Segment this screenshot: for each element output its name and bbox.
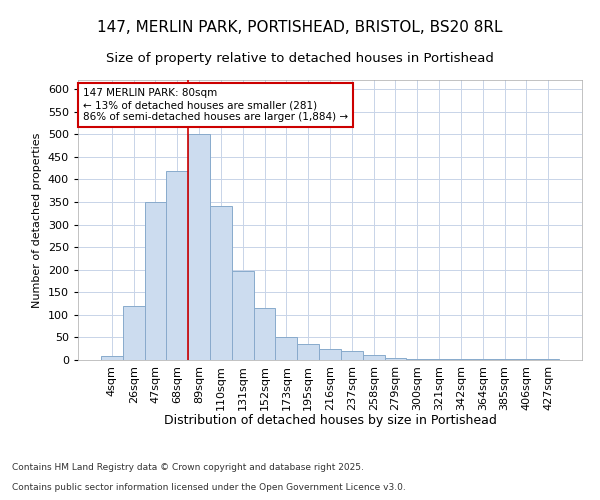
Bar [210,206,232,360]
Bar [428,359,450,360]
Bar [363,356,385,360]
Bar [472,359,494,360]
Bar [494,359,515,360]
X-axis label: Distribution of detached houses by size in Portishead: Distribution of detached houses by size … [164,414,496,427]
Bar [188,134,210,360]
Bar [515,359,537,360]
Text: Contains public sector information licensed under the Open Government Licence v3: Contains public sector information licen… [12,484,406,492]
Bar [297,344,319,360]
Bar [341,351,363,360]
Bar [166,171,188,360]
Y-axis label: Number of detached properties: Number of detached properties [32,132,42,308]
Text: 147 MERLIN PARK: 80sqm
← 13% of detached houses are smaller (281)
86% of semi-de: 147 MERLIN PARK: 80sqm ← 13% of detached… [83,88,348,122]
Bar [254,308,275,360]
Bar [406,358,428,360]
Bar [123,306,145,360]
Bar [319,348,341,360]
Text: Contains HM Land Registry data © Crown copyright and database right 2025.: Contains HM Land Registry data © Crown c… [12,464,364,472]
Bar [101,356,123,360]
Bar [537,359,559,360]
Bar [275,338,297,360]
Text: 147, MERLIN PARK, PORTISHEAD, BRISTOL, BS20 8RL: 147, MERLIN PARK, PORTISHEAD, BRISTOL, B… [97,20,503,35]
Bar [450,359,472,360]
Bar [145,202,166,360]
Text: Size of property relative to detached houses in Portishead: Size of property relative to detached ho… [106,52,494,65]
Bar [385,358,406,360]
Bar [232,271,254,360]
